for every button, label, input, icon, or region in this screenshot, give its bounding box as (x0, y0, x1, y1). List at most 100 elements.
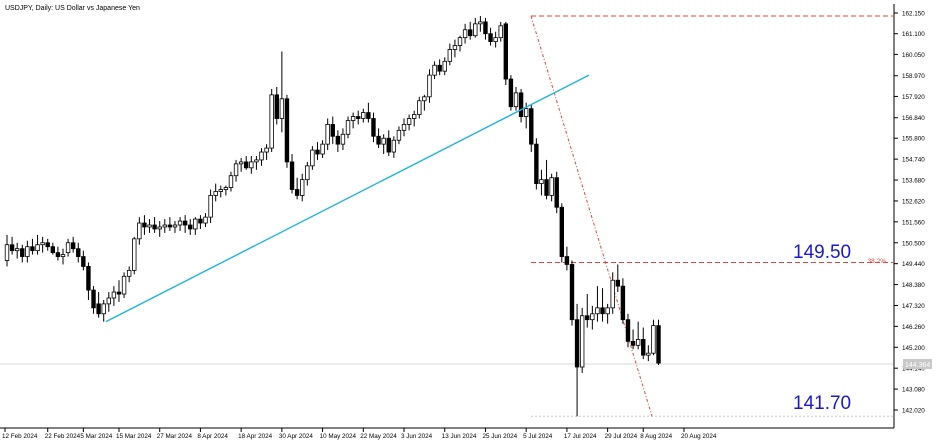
candle-body-bull (157, 226, 162, 230)
candle-body-bear (574, 319, 580, 368)
candle (422, 94, 427, 111)
candle-body-bull (101, 303, 106, 315)
candle (508, 75, 514, 111)
time-tick-label: 15 Mar 2024 (116, 433, 152, 440)
candle (554, 171, 559, 214)
candle-body-bull (208, 195, 213, 218)
fib-38-2-label: 38.2% (868, 258, 887, 265)
candle (467, 21, 473, 40)
candle-body-bear (244, 161, 249, 169)
fib-diagonal-line (530, 15, 653, 417)
price-tick-label: 152.620 (902, 198, 925, 205)
candle-body-bull (106, 297, 111, 305)
candle (574, 303, 580, 417)
candle-body-bull (223, 187, 229, 190)
candle (432, 61, 437, 80)
candle (529, 104, 534, 153)
candle-body-bull (549, 177, 554, 196)
candle-body-bull (447, 49, 453, 62)
candle (55, 246, 61, 261)
candle (121, 272, 127, 298)
candle-body-bear (483, 21, 488, 35)
candle-body-bull (310, 149, 315, 167)
candle (493, 31, 498, 48)
candle (193, 217, 198, 235)
candle-body-bull (646, 352, 651, 356)
candle (86, 262, 91, 300)
candle-body-bull (579, 315, 585, 368)
candle (534, 138, 539, 190)
candle-body-bear (585, 315, 590, 321)
candle-body-bear (641, 338, 646, 356)
candle (284, 94, 290, 168)
candle-body-bull (595, 307, 600, 315)
candle (376, 128, 381, 149)
candle-body-bear (615, 279, 620, 287)
candle (300, 173, 305, 202)
candle-body-bull (422, 96, 427, 102)
candle-body-bull (203, 216, 208, 224)
candle (437, 59, 442, 76)
candle (544, 159, 549, 200)
price-axis: 162.150 161.100 160.050 158.970 157.920 156.8… (894, 11, 925, 415)
price-tick-label: 146.260 (902, 324, 925, 331)
candle (646, 345, 651, 362)
price-tick-label: 158.970 (902, 73, 925, 80)
candle (289, 154, 295, 194)
candle (406, 114, 412, 131)
candle (330, 116, 335, 145)
candle (335, 130, 341, 153)
candle (356, 110, 361, 125)
candle-body-bull (610, 279, 615, 309)
candle-body-bear (284, 98, 290, 163)
candle-body-bear (371, 118, 376, 137)
candle-body-bull (442, 60, 447, 72)
price-tick-label: 143.080 (902, 387, 925, 394)
price-tick-label: 145.200 (902, 345, 925, 352)
candle-body-bear (620, 285, 626, 321)
candle-body-bear (569, 264, 575, 321)
candle-body-bear (167, 224, 173, 228)
candle-body-bull (121, 275, 127, 295)
time-tick-label: 13 Jun 2024 (442, 433, 477, 440)
candle (249, 155, 254, 174)
candle-body-bear (356, 116, 361, 119)
trendline-layer (105, 74, 590, 323)
candle (605, 303, 610, 324)
candle-body-bull (462, 29, 468, 39)
candle (65, 238, 71, 257)
candle-body-bull (361, 112, 366, 119)
price-tick-label: 149.440 (902, 261, 925, 268)
candle (513, 86, 519, 111)
candle (233, 159, 239, 182)
candle-body-bull (605, 307, 610, 315)
candle (50, 242, 56, 255)
time-tick-label: 12 Feb 2024 (2, 433, 38, 440)
symbol-header: USDJPY, Daily: US Dollar vs Japanese Yen (5, 5, 140, 12)
candles-layer (4, 15, 661, 417)
candle-body-bear (55, 252, 61, 257)
candle-body-bull (60, 254, 66, 257)
price-tick-label: 151.560 (902, 219, 925, 226)
candle (208, 189, 213, 224)
candle (478, 15, 483, 32)
candle-body-bear (188, 224, 193, 230)
candle-body-bear (315, 149, 320, 155)
candle-body-bear (554, 177, 559, 208)
candle-body-bull (162, 224, 167, 228)
candle (132, 236, 137, 275)
candle-body-bull (478, 21, 483, 25)
candle (401, 118, 407, 137)
price-tick-label: 147.320 (902, 303, 925, 310)
candle (340, 128, 346, 151)
candle (391, 136, 397, 158)
candle (106, 292, 111, 312)
candle-body-bear (467, 29, 473, 37)
candle-body-bull (25, 246, 30, 257)
candle-body-bear (45, 242, 50, 248)
time-tick-label: 3 Jun 2024 (401, 433, 433, 440)
candle-body-bull (213, 191, 218, 196)
candle (25, 240, 30, 263)
candle-body-bull (427, 74, 432, 98)
